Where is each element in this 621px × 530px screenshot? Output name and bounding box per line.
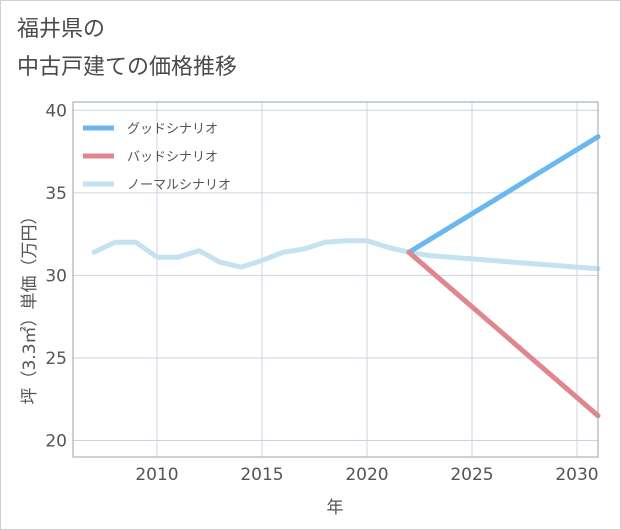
x-tick-label: 2020 <box>345 465 388 485</box>
x-tick-label: 2010 <box>135 465 178 485</box>
y-tick-label: 40 <box>45 101 67 121</box>
series-lines <box>91 134 601 419</box>
y-tick-label: 30 <box>45 266 67 286</box>
legend-label: ノーマルシナリオ <box>127 178 231 193</box>
y-axis-label: 坪（3.3㎡）単価（万円） <box>20 207 40 404</box>
x-tick-label: 2015 <box>240 465 283 485</box>
chart-title: 福井県の 中古戸建ての価格推移 <box>17 11 237 87</box>
legend-label: グッドシナリオ <box>127 122 218 137</box>
x-axis-label: 年 <box>327 498 344 518</box>
y-tick-label: 25 <box>45 349 67 369</box>
x-tick-label: 2030 <box>555 465 598 485</box>
title-line-1: 福井県の <box>17 17 106 42</box>
series-line-0 <box>406 134 601 255</box>
title-line-2: 中古戸建ての価格推移 <box>17 55 238 80</box>
x-tick-label: 2025 <box>450 465 493 485</box>
y-tick-label: 35 <box>45 184 67 204</box>
series-line-2 <box>91 238 601 272</box>
plot-frame <box>72 101 599 458</box>
legend-label: バッドシナリオ <box>127 150 218 165</box>
y-tick-label: 20 <box>45 431 67 451</box>
series-line-1 <box>406 249 601 419</box>
